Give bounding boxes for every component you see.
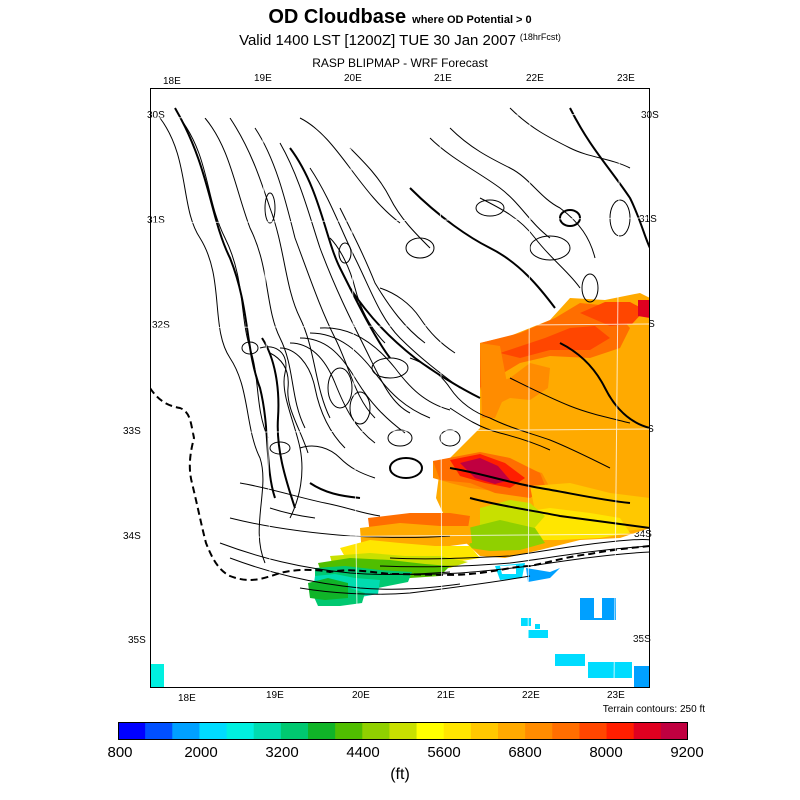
map-frame xyxy=(150,88,650,688)
valid-time: Valid 1400 LST [1200Z] TUE 30 Jan 2007 (1… xyxy=(0,32,800,49)
colorbar-label: 5600 xyxy=(427,744,461,761)
model-name: RASP BLIPMAP - WRF Forecast xyxy=(312,56,488,70)
terrain-contour-note: Terrain contours: 250 ft xyxy=(602,704,705,715)
cloudbase-fill-south-cells xyxy=(150,598,650,688)
colorbar-label: 800 xyxy=(107,744,133,761)
colorbar-swatch xyxy=(118,722,146,740)
top-lon-label: 19E xyxy=(254,73,272,84)
top-lon-label: 18E xyxy=(163,76,181,87)
colorbar-label: 3200 xyxy=(265,744,299,761)
colorbar-swatch xyxy=(145,722,173,740)
colorbar-swatch xyxy=(308,722,336,740)
colorbar-swatch xyxy=(443,722,472,740)
colorbar-swatch xyxy=(362,722,390,740)
colorbar-label: 9200 xyxy=(670,744,704,761)
colorbar-unit: (ft) xyxy=(390,766,410,783)
colorbar-swatch xyxy=(579,722,608,740)
colorbar-swatch xyxy=(552,722,580,740)
cloudbase-map xyxy=(150,88,650,688)
colorbar-label: 6800 xyxy=(508,744,542,761)
left-lat-label: 31S xyxy=(147,215,165,226)
graticule xyxy=(150,88,650,688)
bottom-lon-label: 22E xyxy=(522,690,540,701)
bottom-lon-label: 20E xyxy=(352,690,370,701)
coastline xyxy=(150,387,650,581)
cloudbase-fill-southwest xyxy=(308,513,480,606)
top-lon-label: 23E xyxy=(617,73,635,84)
left-lat-label: 32S xyxy=(152,320,170,331)
colorbar-swatch xyxy=(606,722,635,740)
left-lat-label: 33S xyxy=(123,426,141,437)
colorbar-border xyxy=(118,722,688,740)
title-text: OD Cloudbase xyxy=(268,6,407,28)
right-lat-label: 31S xyxy=(639,214,657,225)
terrain-major-contours xyxy=(174,107,650,529)
bottom-lon-label: 19E xyxy=(266,690,284,701)
top-lon-label: 22E xyxy=(526,73,544,84)
colorbar-swatches xyxy=(118,722,689,740)
top-lon-label: 20E xyxy=(344,73,362,84)
colorbar-swatch xyxy=(525,722,553,740)
colorbar-swatch xyxy=(280,722,309,740)
forecast-hour: (18hrFcst) xyxy=(519,32,561,42)
colorbar-label: 4400 xyxy=(346,744,380,761)
colorbar-swatch xyxy=(633,722,662,740)
colorbar-swatch xyxy=(335,722,363,740)
bottom-lon-label: 23E xyxy=(607,690,625,701)
colorbar-swatch xyxy=(172,722,200,740)
left-lat-label: 34S xyxy=(123,531,141,542)
colorbar-swatch xyxy=(253,722,282,740)
bottom-lon-label: 21E xyxy=(437,690,455,701)
colorbar-label: 2000 xyxy=(184,744,218,761)
colorbar-swatch xyxy=(660,722,689,740)
colorbar xyxy=(118,722,689,740)
bottom-lon-label: 18E xyxy=(178,693,196,704)
colorbar-swatch xyxy=(470,722,499,740)
colorbar-swatch xyxy=(389,722,418,740)
title-condition: where OD Potential > 0 xyxy=(412,14,532,26)
colorbar-swatch xyxy=(498,722,526,740)
top-lon-label: 21E xyxy=(434,73,452,84)
colorbar-label: 8000 xyxy=(589,744,623,761)
left-lat-label: 30S xyxy=(147,110,165,121)
map-title: OD Cloudbase where OD Potential > 0 xyxy=(0,6,800,29)
colorbar-swatch xyxy=(416,722,445,740)
colorbar-swatch xyxy=(199,722,228,740)
valid-time-text: Valid 1400 LST [1200Z] TUE 30 Jan 2007 xyxy=(239,32,516,49)
left-lat-label: 35S xyxy=(128,635,146,646)
colorbar-swatch xyxy=(226,722,255,740)
